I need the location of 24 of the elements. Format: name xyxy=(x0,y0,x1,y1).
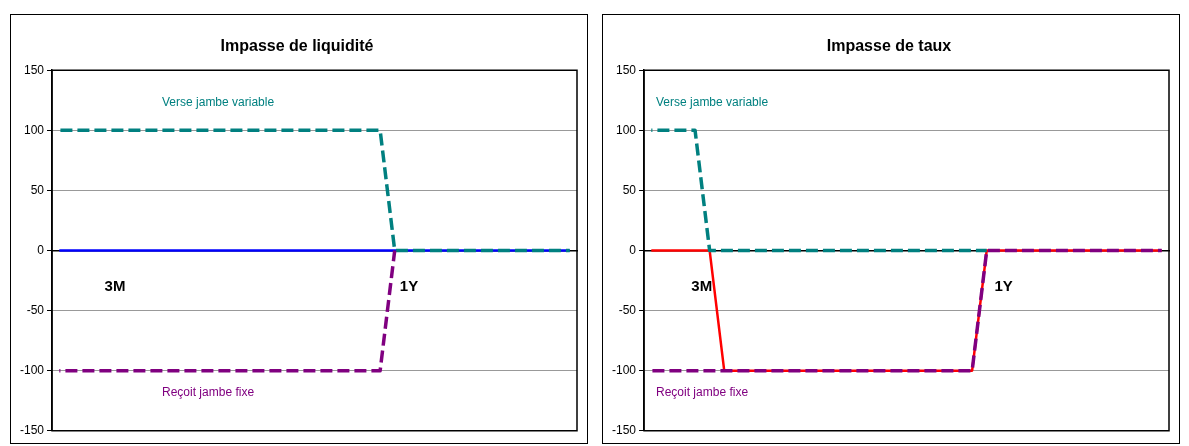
y-tick-label: 150 xyxy=(615,62,637,77)
series-label: Reçoit jambe fixe xyxy=(656,385,749,400)
y-tick-label: 50 xyxy=(622,182,637,197)
chart-title: Impasse de taux xyxy=(826,37,952,55)
y-tick-label: -150 xyxy=(19,423,45,438)
annotation: 1Y xyxy=(994,276,1013,294)
y-tick-label: 100 xyxy=(23,122,45,137)
y-tick-label: 0 xyxy=(629,242,637,257)
annotation: 1Y xyxy=(399,276,419,294)
series-label: Verse jambe variable xyxy=(162,94,275,109)
series-label: Reçoit jambe fixe xyxy=(162,385,255,400)
y-tick-label: 50 xyxy=(30,182,45,197)
y-tick-label: -100 xyxy=(19,363,45,378)
y-tick-label: -150 xyxy=(611,423,637,438)
series-label: Verse jambe variable xyxy=(656,94,769,109)
annotation: 3M xyxy=(691,276,713,294)
chart-title: Impasse de liquidité xyxy=(220,37,374,55)
y-tick-label: 150 xyxy=(23,62,45,77)
annotation: 3M xyxy=(104,276,126,294)
y-tick-label: -50 xyxy=(618,302,637,317)
y-tick-label: 0 xyxy=(37,242,45,257)
y-tick-label: -100 xyxy=(611,363,637,378)
y-tick-label: -50 xyxy=(26,302,45,317)
y-tick-label: 100 xyxy=(615,122,637,137)
